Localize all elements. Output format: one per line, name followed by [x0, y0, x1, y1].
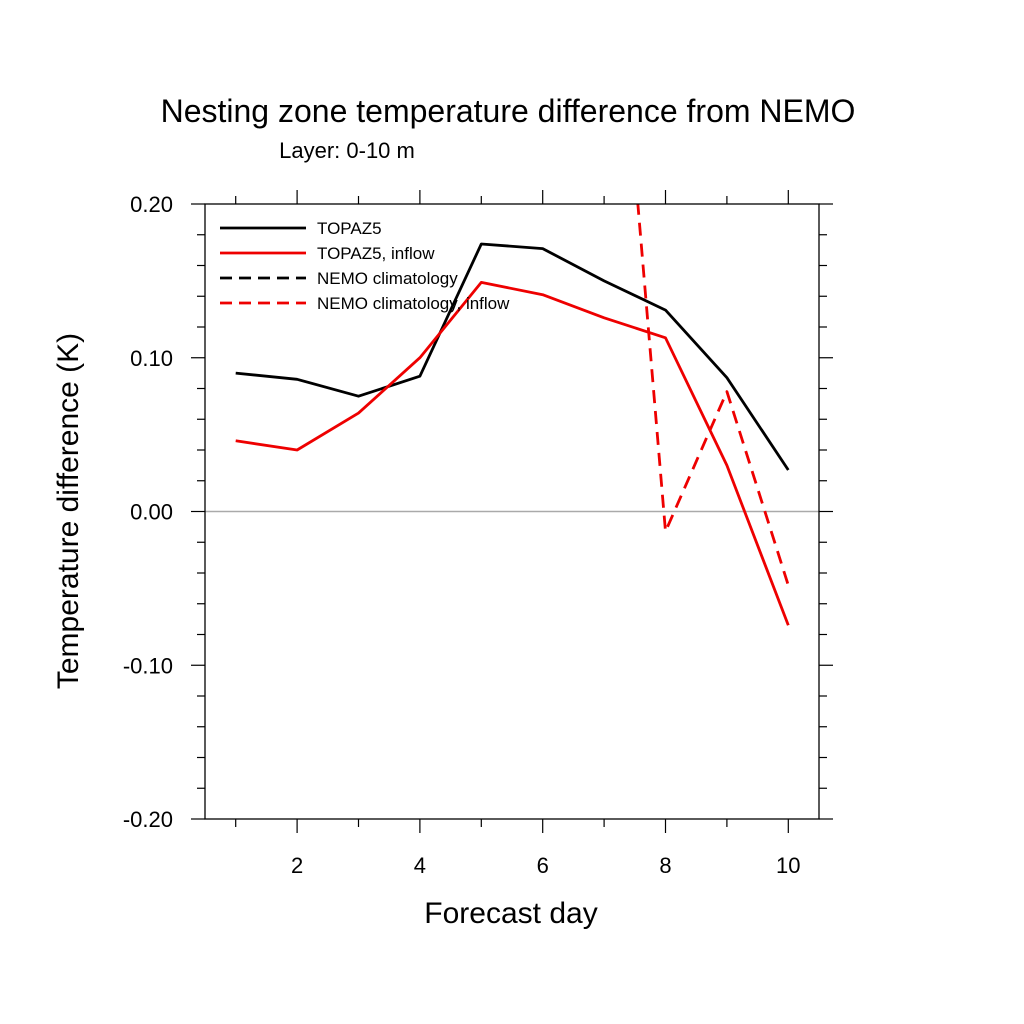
series-line-0	[235, 242, 790, 471]
legend: TOPAZ5 TOPAZ5, inflow NEMO climatology NEMO…	[220, 219, 510, 313]
y-tick-label: 0.10	[130, 346, 173, 371]
x-tick-label: 2	[291, 853, 303, 878]
x-tick-label: 6	[537, 853, 549, 878]
chart-title: Nesting zone temperature difference from…	[161, 93, 856, 129]
y-tick-label: 0.00	[130, 500, 173, 525]
y-tick-label: -0.10	[123, 653, 173, 678]
x-tick-label: 8	[659, 853, 671, 878]
x-tick-label: 10	[776, 853, 800, 878]
series-lines	[235, 204, 790, 626]
y-axis-label: Temperature difference (K)	[52, 333, 85, 689]
x-axis-label: Forecast day	[424, 897, 597, 930]
legend-label-0: TOPAZ5	[317, 219, 382, 238]
tick-labels: 2 4 6 8 10 -0.20 -0.10 0.00 0.10 0.20	[123, 192, 801, 878]
axis-ticks	[191, 190, 833, 833]
y-tick-label: -0.20	[123, 807, 173, 832]
legend-label-3: NEMO climatology, inflow	[317, 294, 510, 313]
plot-frame	[204, 203, 820, 820]
y-tick-label: 0.20	[130, 192, 173, 217]
series-line-3	[636, 204, 790, 586]
series-line-1	[235, 280, 790, 626]
x-tick-label: 4	[414, 853, 426, 878]
chart-subtitle: Layer: 0-10 m	[279, 138, 415, 163]
legend-label-2: NEMO climatology	[317, 269, 458, 288]
legend-label-1: TOPAZ5, inflow	[317, 244, 435, 263]
